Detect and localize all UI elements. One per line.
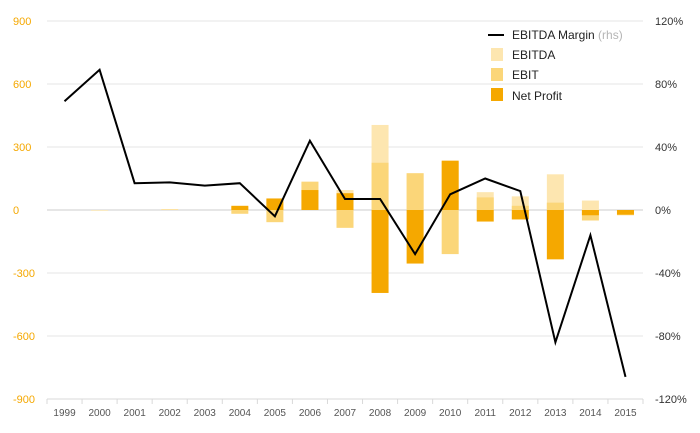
x-tick-label: 1999: [53, 408, 76, 419]
legend-label-ebit: EBIT: [512, 68, 539, 82]
bar-ebit: [231, 210, 249, 214]
bar-ebit: [406, 173, 424, 210]
bar-net-profit: [546, 210, 564, 260]
bar-ebitda: [581, 200, 599, 210]
x-axis: 1999 2000 2001 2002 2003 2004 2005 2006 2007 2008…: [46, 398, 644, 419]
x-tick-label: 2007: [334, 408, 357, 419]
right-tick-label: -40%: [655, 268, 681, 280]
left-tick-label: 900: [13, 16, 31, 28]
bar-net-profit: [301, 190, 319, 210]
bar-net-profit: [371, 210, 389, 293]
line-ebitda-margin: [63, 68, 627, 378]
x-tick-label: 2005: [264, 408, 287, 419]
bar-ebit: [161, 209, 179, 210]
x-tick-label: 2010: [439, 408, 462, 419]
grid-lines: [47, 20, 643, 400]
left-tick-label: -900: [13, 394, 35, 406]
bar-ebit: [336, 210, 354, 228]
x-tick-label: 2000: [88, 408, 111, 419]
bar-net-profit: [581, 210, 599, 216]
margin-line: [63, 68, 627, 378]
left-tick-label: -300: [13, 268, 35, 280]
x-tick-label: 2001: [124, 408, 147, 419]
bar-net-profit: [406, 210, 424, 264]
right-tick-label: -120%: [655, 394, 687, 406]
left-tick-label: 300: [13, 142, 31, 154]
right-tick-label: 80%: [655, 79, 677, 91]
left-axis: -900 -600 -300 0 300 600 900: [13, 16, 35, 406]
x-tick-label: 2015: [614, 408, 637, 419]
legend-swatch-ebitda: [491, 48, 503, 61]
legend-label-ebitda-margin: EBITDA Margin (rhs): [512, 28, 623, 42]
right-tick-label: 0%: [655, 205, 671, 217]
bar-ebit: [441, 210, 459, 255]
x-tick-label: 2014: [579, 408, 602, 419]
left-tick-label: 0: [13, 205, 19, 217]
bar-net-profit: [476, 210, 494, 222]
x-tick-label: 2003: [194, 408, 217, 419]
x-tick-label: 2004: [229, 408, 252, 419]
bars: [91, 124, 634, 293]
x-tick-label: 2008: [369, 408, 392, 419]
bar-ebit: [476, 197, 494, 210]
left-tick-label: -600: [13, 331, 35, 343]
x-tick-label: 2009: [404, 408, 427, 419]
right-tick-label: 120%: [655, 16, 683, 28]
bar-net-profit: [336, 193, 354, 210]
right-axis: -120% -80% -40% 0% 40% 80% 120%: [655, 16, 687, 406]
bar-ebit: [546, 202, 564, 210]
bar-ebitda: [546, 174, 564, 210]
right-tick-label: -80%: [655, 331, 681, 343]
bar-net-profit: [441, 160, 459, 210]
legend-swatch-net-profit: [491, 88, 503, 101]
x-tick-label: 2006: [299, 408, 322, 419]
legend-swatch-ebit: [491, 68, 503, 81]
bar-ebit: [511, 205, 529, 210]
left-tick-label: 600: [13, 79, 31, 91]
bar-ebit: [371, 162, 389, 210]
x-tick-label: 2013: [544, 408, 567, 419]
legend-label-ebitda: EBITDA: [512, 48, 555, 62]
x-tick-label: 2002: [159, 408, 182, 419]
bar-net-profit: [231, 205, 249, 210]
bar-net-profit: [511, 210, 529, 220]
bar-net-profit: [266, 198, 284, 210]
legend: EBITDA Margin (rhs) EBITDA EBIT Net Prof…: [488, 28, 623, 103]
bar-net-profit: [616, 210, 634, 215]
x-tick-label: 2012: [509, 408, 532, 419]
right-tick-label: 40%: [655, 142, 677, 154]
x-tick-label: 2011: [474, 408, 496, 419]
legend-label-net-profit: Net Profit: [512, 89, 563, 103]
